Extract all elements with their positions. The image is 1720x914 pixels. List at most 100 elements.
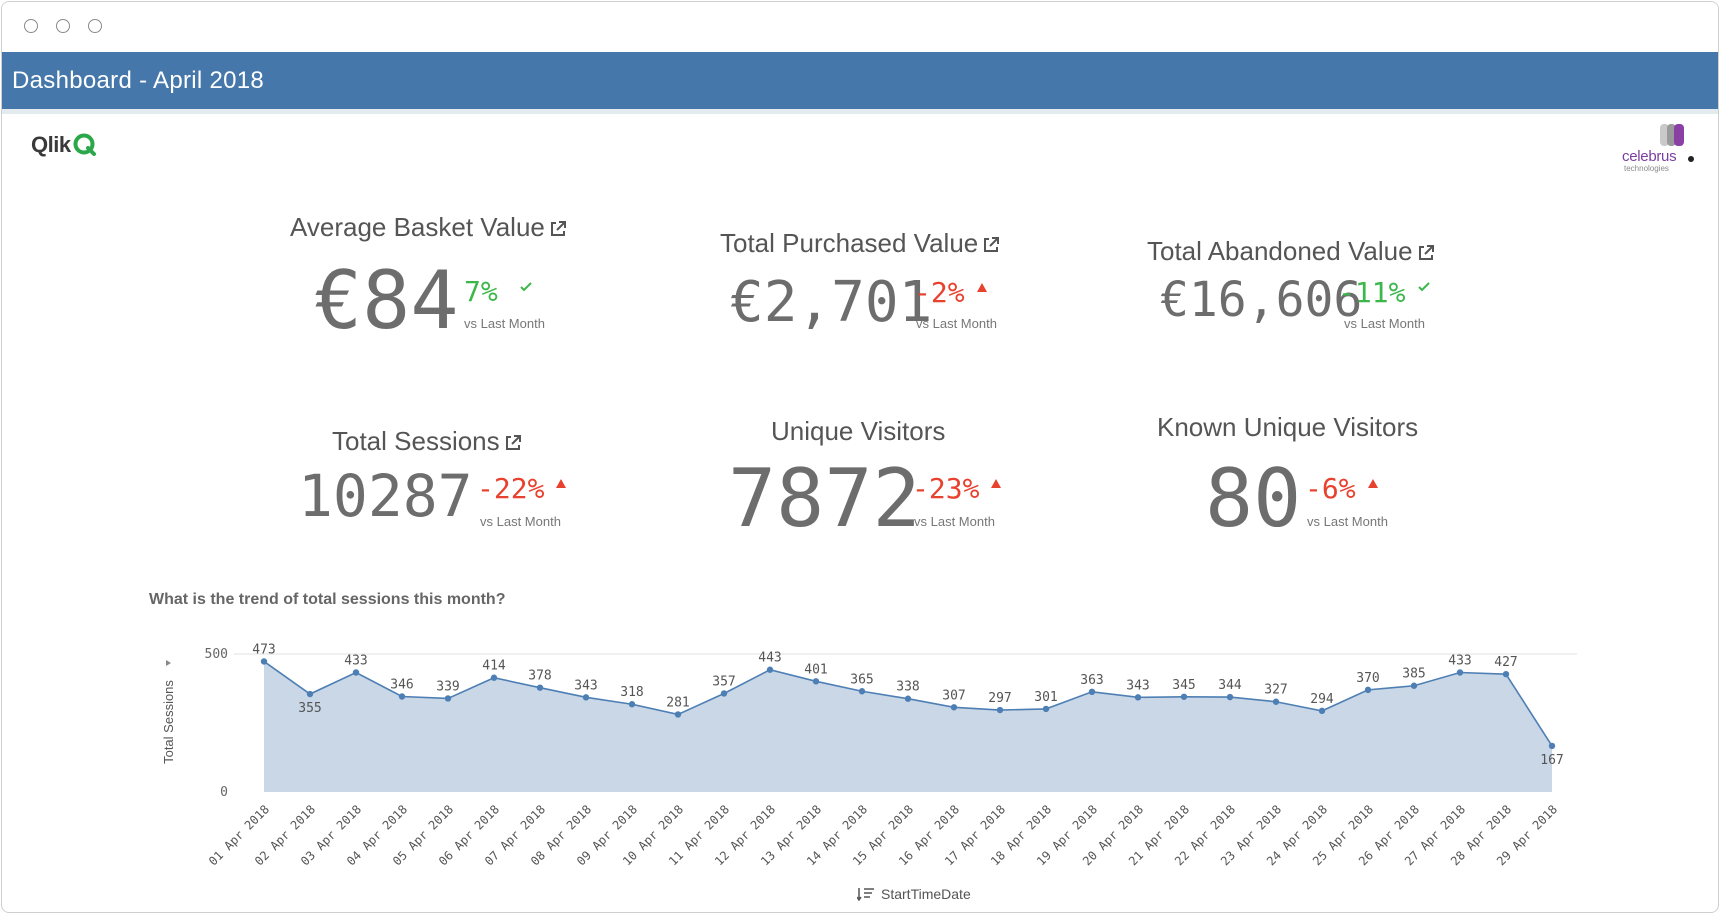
celebrus-logo-subtext: technologies	[1624, 164, 1669, 173]
celebrus-mark-icon	[1660, 124, 1684, 146]
kpi-comparison-label: vs Last Month	[916, 316, 997, 331]
external-link-icon[interactable]	[1417, 238, 1435, 269]
data-point	[904, 695, 912, 702]
window-titlebar	[2, 2, 1718, 52]
qlik-logo: Qlik	[31, 132, 97, 158]
qlik-logo-text: Qlik	[31, 132, 71, 157]
data-point	[582, 694, 590, 701]
checkmark-icon	[520, 282, 532, 292]
data-label: 346	[390, 678, 413, 693]
kpi-delta: -6%	[1305, 472, 1356, 505]
celebrus-dot-icon	[1688, 156, 1694, 162]
data-point	[1134, 694, 1142, 701]
kpi-comparison-label: vs Last Month	[914, 514, 995, 529]
window-minimize-button[interactable]	[56, 19, 70, 33]
data-label: 433	[344, 653, 367, 668]
y-tick-label: 500	[205, 647, 228, 662]
data-point	[1456, 669, 1464, 676]
x-axis-title-text: StartTimeDate	[881, 886, 971, 902]
kpi-delta: -23%	[912, 472, 980, 505]
window-maximize-button[interactable]	[88, 19, 102, 33]
kpi-delta: -22%	[477, 472, 545, 505]
data-label: 338	[896, 680, 919, 695]
kpi-value: 80	[1205, 452, 1302, 545]
data-point	[1548, 742, 1556, 750]
data-point	[1364, 686, 1372, 694]
data-label: 370	[1356, 671, 1379, 686]
data-label: 355	[298, 701, 321, 716]
sessions-trend-chart[interactable]: 500 0 Total Sessions 473 355 433 346 339 414 378 3…	[142, 622, 1592, 892]
data-label: 365	[850, 672, 873, 687]
x-axis-title[interactable]: StartTimeDate	[857, 886, 971, 902]
window-close-button[interactable]	[24, 19, 38, 33]
data-label: 307	[942, 688, 965, 703]
data-point	[444, 695, 452, 702]
page-title: Dashboard - April 2018	[12, 67, 265, 94]
warning-triangle-icon	[1368, 479, 1378, 488]
header-divider	[2, 109, 1718, 114]
kpi-title-text: Average Basket Value	[290, 212, 545, 242]
data-point	[812, 678, 820, 685]
external-link-icon[interactable]	[549, 214, 567, 245]
data-point	[674, 711, 682, 718]
kpi-title: Total Sessions	[332, 426, 522, 459]
kpi-value: €16,606	[1160, 272, 1363, 328]
kpi-value: €2,701	[730, 270, 933, 335]
qlik-q-icon	[73, 133, 96, 156]
data-point	[766, 666, 774, 673]
data-point	[1042, 705, 1050, 713]
data-label: 378	[528, 669, 551, 684]
kpi-title: Total Purchased Value	[720, 228, 1000, 261]
y-tick-label: 0	[220, 785, 228, 800]
y-axis-expand-icon	[166, 660, 171, 666]
kpi-comparison-label: vs Last Month	[480, 514, 561, 529]
kpi-value: 10287	[298, 462, 473, 530]
kpi-delta: -2%	[914, 276, 965, 309]
data-label: 339	[436, 679, 459, 694]
data-point	[628, 701, 636, 708]
kpi-delta: -11%	[1338, 276, 1406, 309]
data-label: 301	[1034, 690, 1057, 705]
data-point	[1318, 707, 1326, 715]
data-label: 385	[1402, 667, 1425, 682]
data-point	[1088, 688, 1096, 696]
sort-icon	[857, 888, 874, 901]
y-axis-title: Total Sessions	[161, 680, 176, 764]
kpi-title: Average Basket Value	[290, 212, 567, 245]
data-label: 281	[666, 695, 689, 710]
data-label: 433	[1448, 653, 1471, 668]
data-point	[858, 688, 866, 695]
kpi-value: €84	[314, 254, 459, 347]
data-label: 363	[1080, 673, 1103, 688]
data-label: 414	[482, 659, 506, 674]
data-label: 343	[1126, 678, 1149, 693]
data-label: 343	[574, 678, 597, 693]
kpi-delta: 7%	[464, 275, 498, 308]
data-point	[720, 690, 728, 697]
data-label: 167	[1540, 753, 1563, 768]
data-point	[536, 684, 544, 691]
kpi-comparison-label: vs Last Month	[1307, 514, 1388, 529]
area-fill	[264, 661, 1552, 792]
data-label: 443	[758, 651, 781, 666]
kpi-title-text: Total Sessions	[332, 426, 500, 456]
data-point	[1180, 693, 1188, 700]
external-link-icon[interactable]	[982, 230, 1000, 261]
dashboard-header: Dashboard - April 2018	[2, 52, 1718, 110]
celebrus-logo-text: celebrus	[1622, 148, 1677, 165]
warning-triangle-icon	[991, 479, 1001, 488]
celebrus-logo: celebrus technologies	[1612, 122, 1697, 174]
data-point	[1226, 693, 1234, 701]
data-label: 297	[988, 691, 1011, 706]
kpi-title-text: Total Purchased Value	[720, 228, 979, 258]
external-link-icon[interactable]	[504, 428, 522, 459]
data-point	[398, 693, 406, 700]
data-label: 318	[620, 685, 643, 700]
data-point	[1502, 670, 1510, 678]
data-point	[490, 674, 498, 681]
data-label: 427	[1494, 655, 1517, 670]
warning-triangle-icon	[556, 479, 566, 488]
data-point	[1410, 682, 1418, 689]
data-point	[306, 690, 314, 698]
